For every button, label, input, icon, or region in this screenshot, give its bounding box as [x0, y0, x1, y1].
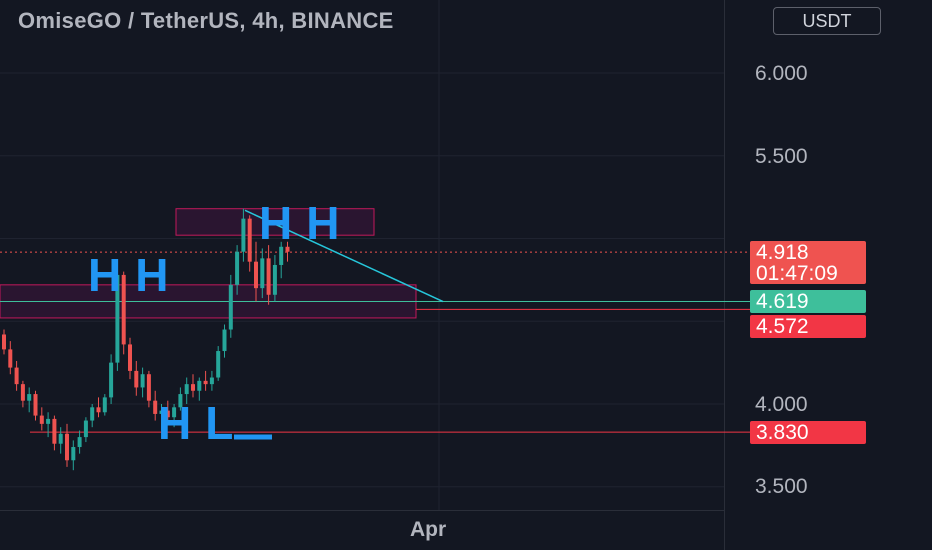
candle-body	[222, 329, 227, 352]
x-tick-apr: Apr	[410, 518, 447, 541]
price-badge-4572: 4.572	[750, 315, 866, 338]
hl-annotation[interactable]: HL	[158, 397, 248, 449]
candle-body	[172, 407, 177, 418]
candle-body	[228, 284, 233, 330]
candle-body	[159, 410, 164, 414]
y-tick-3500: 3.500	[755, 475, 808, 498]
y-tick-5500: 5.500	[755, 145, 808, 168]
descending-trendline	[244, 209, 444, 303]
candle-body	[203, 380, 208, 385]
candle-body	[121, 274, 126, 345]
candle-body	[272, 264, 277, 295]
price-badge-3830: 3.830	[750, 421, 866, 444]
candle-body	[52, 418, 57, 444]
candle-body	[102, 397, 107, 413]
candle-body	[197, 380, 202, 391]
candle-body	[178, 394, 183, 408]
candle-body	[90, 407, 95, 421]
candle-body	[140, 374, 145, 388]
candle-body	[109, 362, 114, 398]
hh-annotation-left[interactable]: HH	[88, 249, 183, 301]
candle-body	[83, 420, 88, 438]
candle-body	[58, 433, 63, 444]
y-tick-6000: 6.000	[755, 62, 808, 85]
candle-body	[46, 418, 51, 424]
candle-body	[128, 344, 132, 371]
candle-body	[209, 377, 214, 385]
candle-body	[247, 218, 252, 262]
candle-body	[235, 251, 240, 285]
candle-body	[260, 258, 265, 289]
candle-body	[39, 415, 44, 424]
candle-body	[115, 274, 120, 363]
candle-body	[71, 447, 76, 461]
currency-button[interactable]: USDT	[773, 7, 881, 35]
candle-body	[241, 218, 246, 252]
candle-body	[279, 246, 284, 265]
countdown-timer: 01:47:09	[756, 262, 838, 285]
price-badge-4619: 4.619	[750, 290, 866, 313]
hh-annotation-right[interactable]: HH	[259, 197, 354, 249]
candle-body	[254, 261, 258, 289]
candle-body	[65, 433, 69, 461]
candle-body	[134, 370, 139, 388]
candle-body	[153, 400, 158, 414]
y-tick-4000: 4.000	[755, 393, 808, 416]
symbol-title: OmiseGO / TetherUS, 4h, BINANCE	[18, 8, 394, 33]
candle-body	[266, 258, 271, 295]
candle-body	[165, 410, 170, 418]
candle-body	[8, 349, 13, 368]
candle-body	[216, 351, 221, 378]
candle-body	[14, 367, 19, 385]
candle-body	[27, 394, 32, 401]
candle-body	[33, 394, 38, 416]
candle-body	[285, 246, 290, 252]
candle-body	[77, 437, 82, 448]
last-price-value: 4.918	[756, 241, 809, 264]
candle-body	[184, 384, 189, 395]
candle-body	[20, 384, 25, 401]
last-price-badge: 4.918 01:47:09	[750, 241, 866, 284]
candle-body	[2, 334, 6, 350]
resistance-zone-top	[175, 208, 375, 236]
candle-body	[96, 407, 101, 413]
candle-body	[191, 384, 195, 391]
candle-body	[146, 374, 151, 401]
